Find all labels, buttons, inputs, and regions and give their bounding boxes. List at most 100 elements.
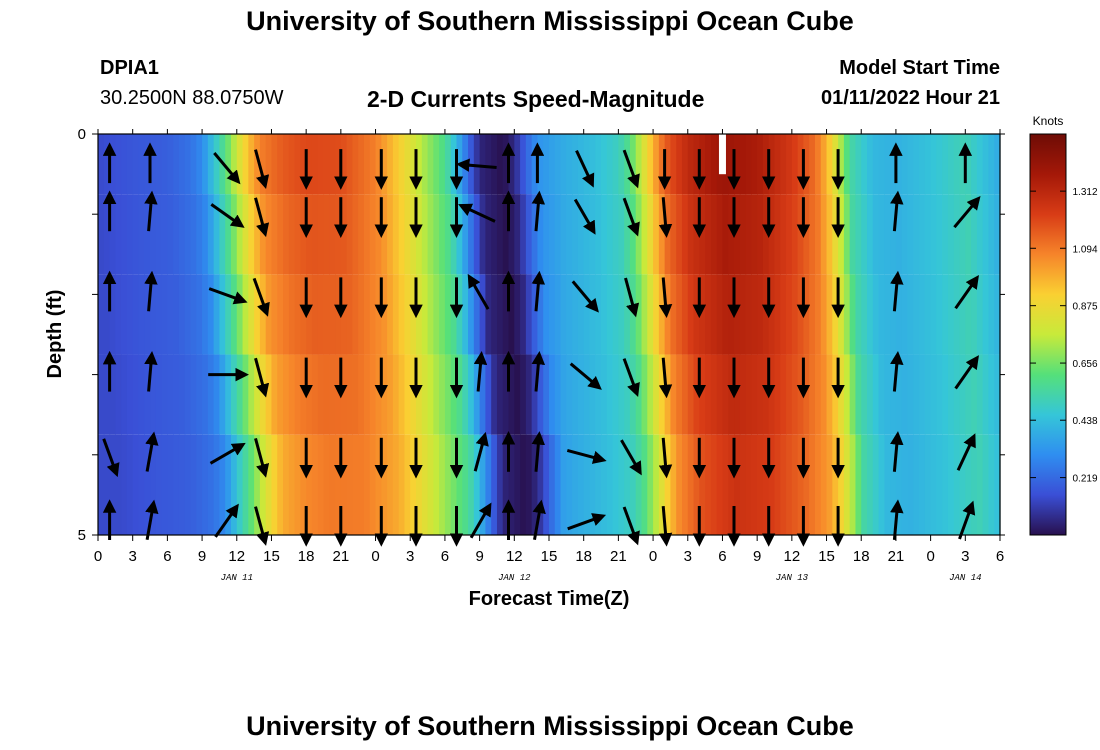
heatmap-cell	[207, 194, 215, 275]
heatmap-cell	[259, 134, 267, 195]
heatmap-cell	[774, 354, 781, 435]
heatmap-cell	[543, 134, 550, 195]
heatmap-cell	[855, 434, 862, 535]
heatmap-cell	[392, 354, 400, 435]
heatmap-cell	[982, 274, 990, 355]
heatmap-cell	[115, 274, 122, 355]
heatmap-cell	[676, 194, 683, 275]
heatmap-cell	[890, 274, 897, 355]
heatmap-cell	[98, 194, 105, 275]
heatmap-cell	[670, 194, 677, 275]
heatmap-cell	[895, 194, 903, 275]
heatmap-cell	[358, 354, 365, 435]
current-arrow	[569, 362, 602, 390]
heatmap-cell	[132, 194, 140, 275]
heatmap-cell	[144, 274, 151, 355]
x-tick-label: 9	[475, 548, 483, 565]
heatmap-cell	[103, 274, 111, 355]
heatmap-cell	[965, 274, 972, 355]
heatmap-cell	[566, 134, 573, 195]
heatmap-cell	[161, 134, 168, 195]
heatmap-cell	[797, 434, 805, 535]
heatmap-cell	[144, 354, 151, 435]
heatmap-cell	[572, 274, 579, 355]
heatmap-cell	[554, 134, 562, 195]
heatmap-cell	[641, 274, 648, 355]
heatmap-cell	[196, 274, 203, 355]
current-arrow	[210, 203, 245, 228]
heatmap-cell	[699, 134, 706, 195]
heatmap-cell	[612, 434, 619, 535]
heatmap-cell	[121, 194, 128, 275]
heatmap-cell	[595, 194, 602, 275]
heatmap-cell	[433, 274, 440, 355]
heatmap-cell	[549, 274, 556, 355]
heatmap-cell	[890, 194, 897, 275]
heatmap-cell	[404, 274, 411, 355]
heatmap-cell	[670, 434, 677, 535]
heatmap-cell	[826, 354, 833, 435]
heatmap-cell	[387, 434, 394, 535]
current-arrow	[254, 149, 270, 190]
heatmap-cell	[618, 434, 625, 535]
heatmap-cell	[577, 134, 585, 195]
heatmap-cell	[103, 194, 111, 275]
heatmap-cell	[271, 194, 278, 275]
heatmap-cell	[924, 354, 932, 435]
current-arrow	[622, 358, 640, 397]
heatmap-cell	[427, 194, 434, 275]
heatmap-cell	[890, 354, 897, 435]
heatmap-cell	[820, 274, 828, 355]
heatmap-cell	[473, 274, 481, 355]
heatmap-cell	[739, 354, 747, 435]
heatmap-cell	[919, 434, 926, 535]
heatmap-cell	[953, 194, 961, 275]
heatmap-cell	[485, 434, 492, 535]
x-tick-label: 3	[684, 548, 692, 565]
heatmap-cell	[410, 134, 417, 195]
x-tick-label: 3	[129, 548, 137, 565]
heatmap-cell	[491, 354, 498, 435]
heatmap-cell	[173, 134, 180, 195]
x-tick-label: 12	[784, 548, 801, 565]
heatmap-cell	[919, 354, 926, 435]
x-tick-label: 18	[853, 548, 870, 565]
heatmap-cell	[427, 274, 434, 355]
heatmap-cell	[624, 434, 631, 535]
heatmap-cell	[884, 134, 891, 195]
heatmap-cell	[751, 194, 758, 275]
heatmap-cell	[947, 134, 955, 195]
heatmap-cell	[468, 274, 475, 355]
heatmap-cell	[872, 134, 880, 195]
heatmap-cell	[739, 134, 747, 195]
heatmap-cell	[780, 194, 787, 275]
heatmap-cell	[907, 434, 914, 535]
heatmap-cell	[508, 434, 515, 535]
heatmap-cell	[745, 274, 752, 355]
heatmap-cell	[786, 354, 793, 435]
heatmap-cell	[202, 134, 209, 195]
current-arrow	[531, 350, 546, 392]
heatmap-cell	[398, 274, 406, 355]
heatmap-cell	[786, 434, 793, 535]
heatmap-cell	[404, 354, 411, 435]
heatmap-cell	[751, 434, 758, 535]
heatmap-cell	[109, 274, 116, 355]
heatmap-cell	[734, 434, 741, 535]
heatmap-cell	[132, 134, 140, 195]
heatmap-cell	[398, 194, 406, 275]
heatmap-cell	[271, 274, 278, 355]
heatmap-cell	[225, 354, 232, 435]
heatmap-cell	[103, 354, 111, 435]
heatmap-cell	[971, 354, 978, 435]
current-arrow	[469, 502, 492, 539]
heatmap-cell	[543, 434, 550, 535]
heatmap-cell	[814, 194, 822, 275]
heatmap-cell	[283, 434, 290, 535]
heatmap-cell	[358, 434, 365, 535]
heatmap-cell	[265, 354, 273, 435]
heatmap-cell	[433, 134, 440, 195]
heatmap-cell	[658, 434, 666, 535]
model-start-label: Model Start Time	[839, 57, 1000, 79]
heatmap-cell	[774, 194, 781, 275]
